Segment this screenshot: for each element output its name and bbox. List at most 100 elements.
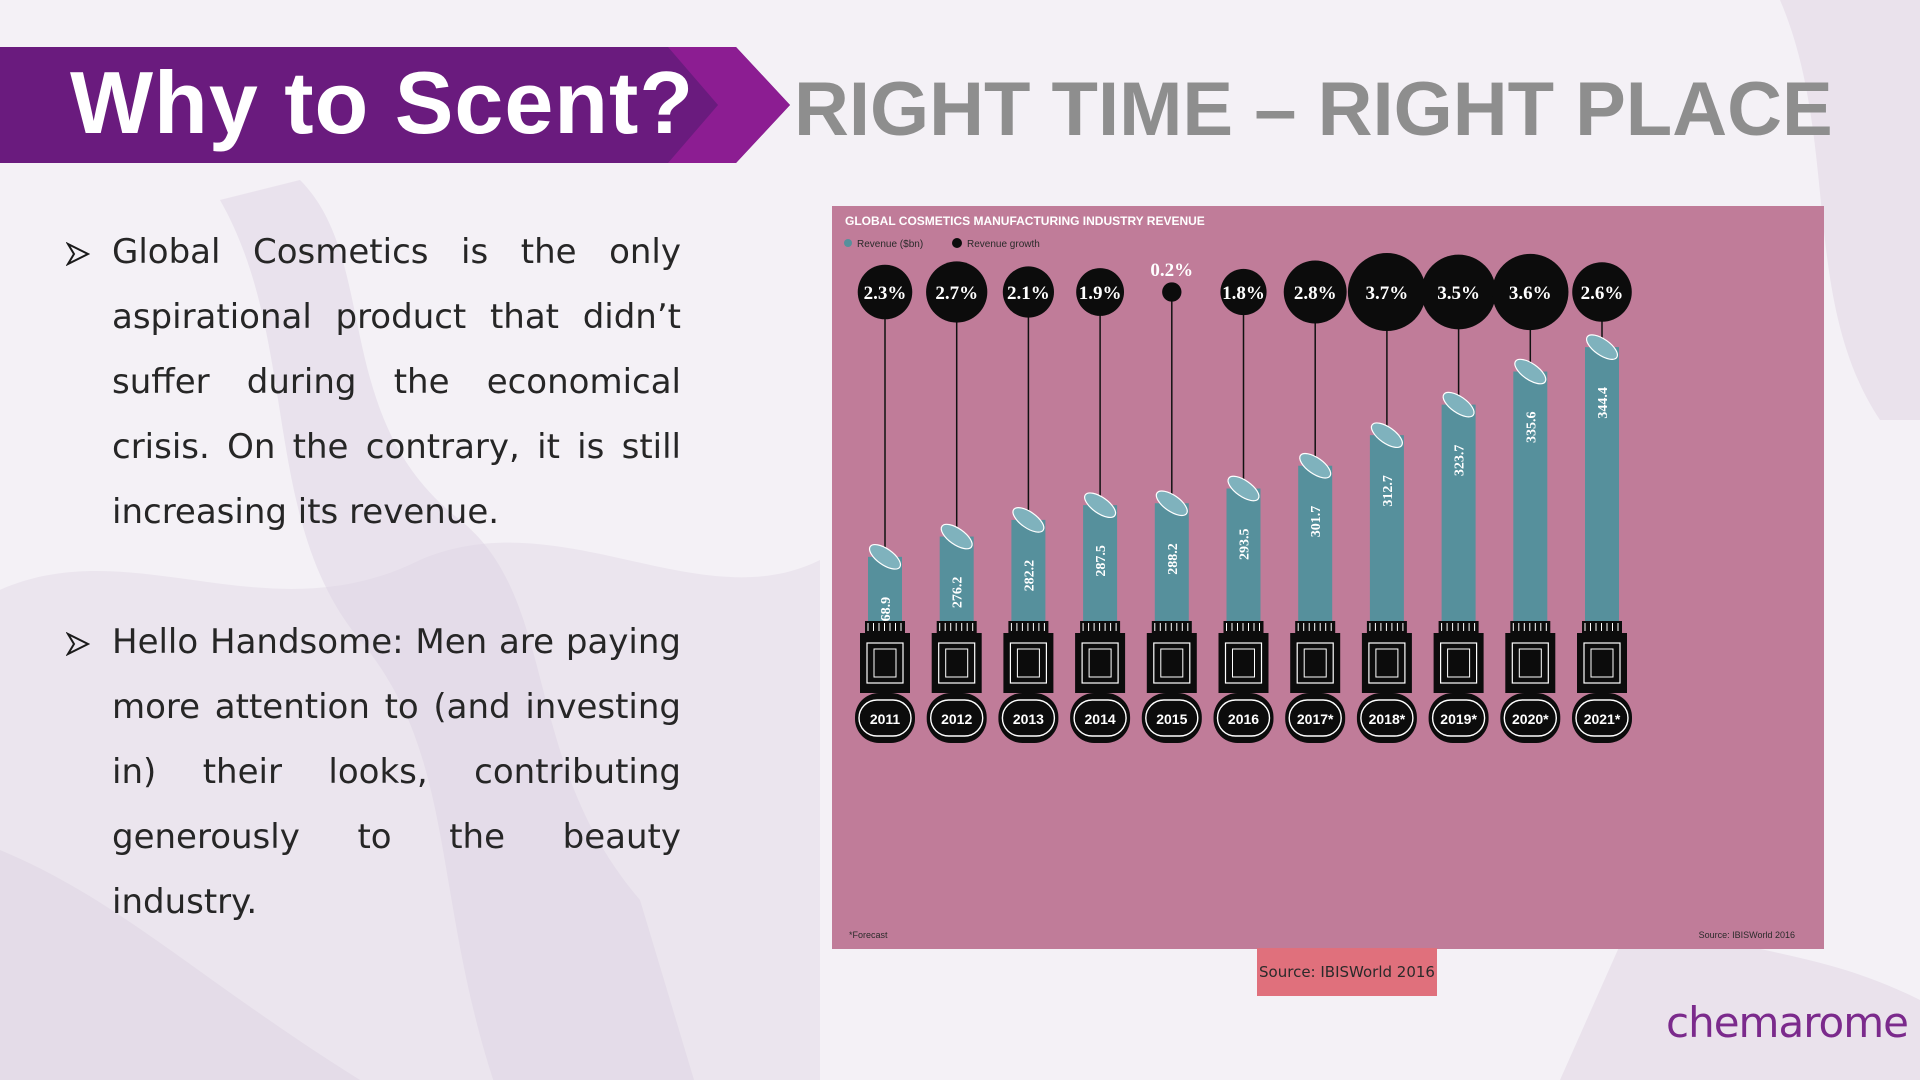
year-pedestal xyxy=(1356,693,1417,743)
legend-growth-label: Revenue growth xyxy=(967,239,1040,250)
growth-label: 2.7% xyxy=(935,283,978,304)
year-pedestal xyxy=(1285,693,1346,743)
revenue-bar-cap xyxy=(1012,507,1045,533)
base-frame xyxy=(1296,642,1334,684)
growth-circle xyxy=(1492,253,1569,331)
bullet-text: Hello Handsome: Men are paying more atte… xyxy=(112,622,681,922)
year-label: 2011 xyxy=(870,711,901,727)
growth-circle xyxy=(926,261,988,323)
base-frame-inner xyxy=(945,648,969,678)
year-label: 2020* xyxy=(1512,711,1549,727)
growth-label: 2.6% xyxy=(1581,283,1624,304)
year-pedestal-ring xyxy=(1145,699,1199,737)
year-pedestal xyxy=(1213,693,1274,743)
bullet-item-cosmetics: Global Cosmetics is the only aspirationa… xyxy=(66,220,681,545)
revenue-bar xyxy=(1585,347,1619,621)
growth-label: 3.7% xyxy=(1366,283,1409,304)
year-label: 2021* xyxy=(1584,711,1621,727)
year-pedestal-ring xyxy=(858,699,912,737)
revenue-bar xyxy=(1441,404,1476,621)
base-collar xyxy=(1008,621,1049,633)
growth-circle xyxy=(857,264,913,320)
brand-logo: chemarome xyxy=(1666,998,1909,1047)
base-frame-inner xyxy=(873,648,897,678)
year-pedestal xyxy=(998,693,1059,743)
year-pedestal xyxy=(1500,693,1561,743)
revenue-value-label: 293.5 xyxy=(1238,529,1253,561)
year-pedestal-ring xyxy=(929,699,984,737)
revenue-bar-cap xyxy=(1155,490,1188,517)
base-collar xyxy=(1151,621,1192,633)
revenue-chart: GLOBAL COSMETICS MANUFACTURING INDUSTRY … xyxy=(832,206,1824,949)
year-pedestal xyxy=(855,693,915,743)
revenue-bar xyxy=(1154,503,1189,621)
revenue-bar xyxy=(939,536,974,621)
year-pedestal-ring xyxy=(1431,699,1486,737)
year-pedestal-ring xyxy=(1216,699,1271,737)
base-frame-inner xyxy=(1590,648,1614,678)
base-frame xyxy=(1583,642,1621,684)
base-frame-inner xyxy=(1518,648,1542,678)
base-frame xyxy=(1153,642,1191,684)
year-pedestal xyxy=(1572,693,1632,743)
revenue-bar xyxy=(1083,505,1118,621)
source-badge: Source: IBISWorld 2016 xyxy=(1257,948,1437,996)
base-frame xyxy=(866,642,904,684)
revenue-bar-cap xyxy=(1514,358,1547,385)
revenue-bar-cap xyxy=(1299,452,1332,479)
bullet-item-handsome: Hello Handsome: Men are paying more atte… xyxy=(66,610,681,935)
revenue-bar-cap xyxy=(868,544,902,570)
year-pedestal-ring xyxy=(1575,699,1629,737)
base-frame-inner xyxy=(1232,648,1255,678)
year-pedestal-ring xyxy=(1001,699,1056,737)
year-label: 2012 xyxy=(941,711,972,727)
growth-label: 2.1% xyxy=(1007,283,1050,304)
base-frame-inner xyxy=(1375,648,1399,678)
legend-revenue-swatch xyxy=(844,239,852,247)
base-frame xyxy=(1439,642,1478,684)
revenue-bar xyxy=(1369,435,1404,621)
base-frame-inner xyxy=(1160,648,1184,678)
year-pedestal xyxy=(926,693,987,743)
page-title: Why to Scent? xyxy=(70,53,695,152)
year-label: 2015 xyxy=(1156,711,1187,727)
chart-source: Source: IBISWorld 2016 xyxy=(1699,930,1795,940)
revenue-bar xyxy=(1226,488,1261,621)
base-frame-inner xyxy=(1016,648,1040,678)
year-label: 2019* xyxy=(1440,711,1477,727)
year-label: 2018* xyxy=(1369,711,1406,727)
year-pedestal-ring xyxy=(1073,699,1127,737)
base-frame xyxy=(938,642,976,684)
year-pedestal xyxy=(1141,693,1202,743)
revenue-value-label: 282.2 xyxy=(1022,560,1037,592)
growth-circle xyxy=(1347,253,1426,331)
growth-circle xyxy=(1002,266,1054,318)
growth-circle xyxy=(1220,268,1267,316)
revenue-bar xyxy=(1513,371,1548,621)
growth-label: 3.5% xyxy=(1437,283,1480,304)
base-frame xyxy=(1081,642,1119,684)
bullet-text: Global Cosmetics is the only aspirationa… xyxy=(112,232,681,532)
revenue-value-label: 344.4 xyxy=(1596,387,1611,419)
growth-label: 1.8% xyxy=(1222,283,1265,304)
revenue-bar-cap xyxy=(1442,391,1475,418)
page-subtitle: RIGHT TIME – RIGHT PLACE xyxy=(794,67,1833,152)
growth-circle xyxy=(1283,260,1347,324)
base-collar xyxy=(936,621,977,633)
base-frame-inner xyxy=(1303,648,1327,678)
revenue-bar xyxy=(1298,465,1333,621)
revenue-value-label: 276.2 xyxy=(951,577,966,609)
growth-label: 3.6% xyxy=(1509,283,1552,304)
revenue-value-label: 288.2 xyxy=(1166,543,1181,575)
growth-circle xyxy=(1421,254,1496,330)
revenue-value-label: 268.9 xyxy=(879,597,894,629)
revenue-bar-cap xyxy=(1370,422,1403,448)
year-pedestal-ring xyxy=(1288,699,1342,737)
growth-circle xyxy=(1572,262,1632,322)
revenue-value-label: 335.6 xyxy=(1524,412,1539,444)
base-frame-inner xyxy=(1447,648,1471,678)
chart-title: GLOBAL COSMETICS MANUFACTURING INDUSTRY … xyxy=(845,214,1205,228)
revenue-bar-cap xyxy=(1227,475,1260,502)
revenue-bar-cap xyxy=(1585,334,1619,360)
arrow-bullet-icon xyxy=(66,632,90,656)
